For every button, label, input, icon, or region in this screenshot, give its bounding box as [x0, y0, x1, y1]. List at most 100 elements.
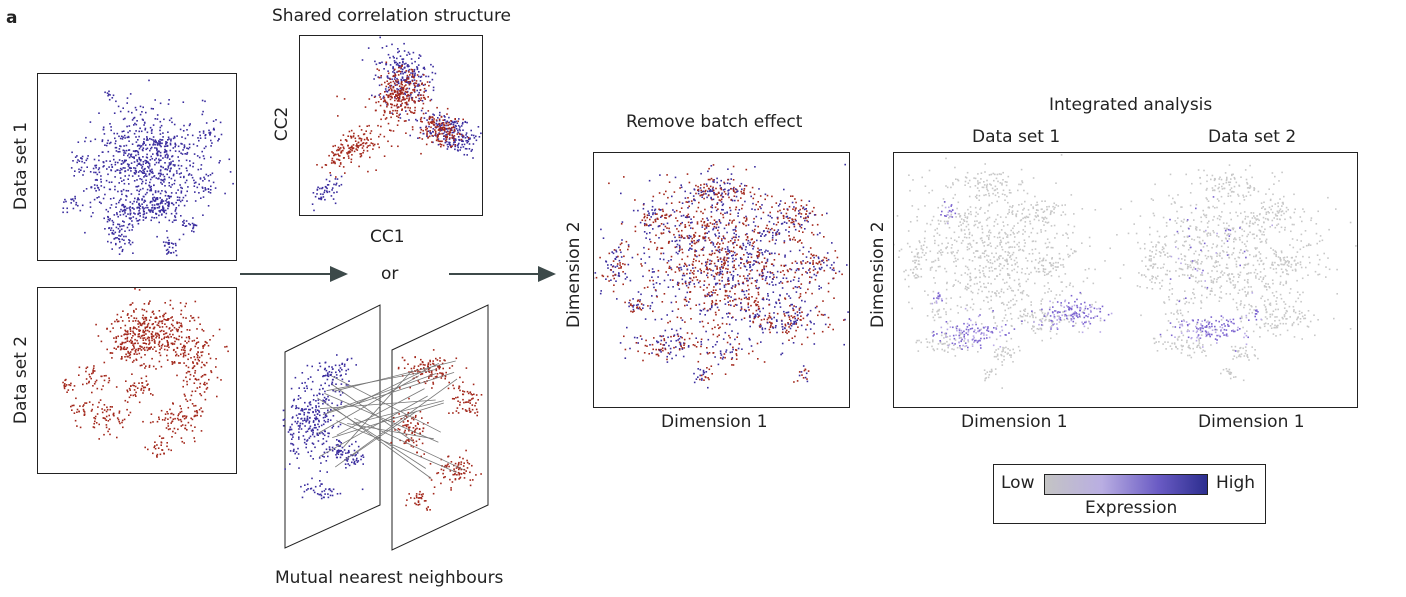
- cca-scatter: [311, 36, 482, 212]
- point-cluster: [932, 307, 1016, 350]
- point-cluster: [162, 230, 181, 257]
- legend-high: High: [1216, 473, 1256, 493]
- point-cluster: [193, 168, 217, 202]
- point-cluster: [1240, 195, 1306, 233]
- point-cluster: [594, 163, 849, 383]
- dataset2-scatter: [62, 288, 229, 458]
- panel-label: a: [6, 8, 18, 28]
- arrows: [240, 266, 556, 282]
- point-cluster: [405, 490, 435, 511]
- point-cluster: [282, 364, 347, 473]
- point-cluster: [109, 335, 146, 362]
- point-cluster: [1007, 200, 1075, 233]
- point-cluster: [390, 410, 429, 458]
- point-cluster: [637, 203, 668, 227]
- point-cluster: [138, 189, 188, 223]
- cca-plot: [299, 35, 483, 216]
- integrated-scatter: [894, 154, 1357, 389]
- expression-legend: Low High Expression: [993, 464, 1266, 524]
- integrated-plot: [893, 152, 1358, 408]
- point-cluster: [72, 361, 118, 403]
- integrated-ds1-title: Data set 1: [972, 127, 1061, 147]
- cca-ylabel: CC2: [272, 106, 292, 142]
- point-cluster: [1191, 164, 1276, 203]
- batch-title: Remove batch effect: [626, 112, 803, 132]
- integrated-ylabel: Dimension 2: [868, 221, 888, 328]
- legend-gradient: [1044, 474, 1208, 495]
- point-cluster: [361, 36, 437, 121]
- point-cluster: [983, 368, 1003, 389]
- point-cluster: [323, 439, 363, 465]
- point-cluster: [98, 190, 170, 225]
- legend-low: Low: [1001, 473, 1035, 493]
- point-cluster: [70, 397, 99, 422]
- point-cluster: [894, 154, 1122, 352]
- point-cluster: [142, 398, 204, 444]
- point-cluster: [748, 300, 846, 343]
- mnn-diagram: [282, 304, 489, 551]
- batch-ylabel: Dimension 2: [564, 221, 584, 328]
- cca-title: Shared correlation structure: [272, 6, 512, 26]
- point-cluster: [364, 61, 438, 126]
- mnn-plane: [391, 304, 489, 551]
- point-cluster: [904, 241, 928, 281]
- point-cluster: [70, 155, 101, 177]
- mnn-title: Mutual nearest neighbours: [275, 568, 504, 588]
- point-cluster: [931, 291, 943, 305]
- point-cluster: [76, 399, 132, 440]
- batch-xlabel: Dimension 1: [661, 412, 768, 432]
- point-cluster: [144, 437, 172, 458]
- point-cluster: [331, 95, 429, 178]
- point-cluster: [1169, 196, 1273, 303]
- dataset1-scatter: [62, 79, 234, 257]
- point-cluster: [679, 170, 773, 214]
- point-cluster: [95, 288, 221, 378]
- mnn-links: [317, 360, 465, 479]
- point-cluster: [1230, 345, 1259, 361]
- point-cluster: [316, 129, 376, 174]
- point-cluster: [62, 195, 84, 214]
- point-cluster: [1141, 241, 1169, 284]
- point-cluster: [945, 163, 1035, 210]
- point-cluster: [173, 316, 229, 417]
- point-cluster: [1037, 257, 1067, 276]
- point-cluster: [1021, 291, 1113, 334]
- point-cluster: [411, 107, 470, 148]
- point-cluster: [300, 477, 364, 500]
- point-cluster: [71, 79, 234, 244]
- point-cluster: [1116, 169, 1357, 340]
- or-label: or: [381, 264, 399, 284]
- point-cluster: [1272, 251, 1303, 276]
- point-cluster: [90, 184, 111, 199]
- point-cluster: [104, 90, 115, 101]
- point-cluster: [1153, 329, 1222, 359]
- integrated-title: Integrated analysis: [1049, 95, 1213, 115]
- point-cluster: [173, 215, 198, 236]
- point-cluster: [915, 326, 979, 357]
- point-cluster: [993, 346, 1021, 366]
- point-cluster: [339, 450, 365, 469]
- point-cluster: [762, 194, 828, 241]
- point-cluster: [198, 120, 223, 148]
- point-cluster: [1254, 309, 1262, 321]
- dataset2-label: Data set 2: [11, 335, 31, 425]
- point-cluster: [693, 367, 713, 389]
- point-cluster: [104, 210, 134, 255]
- point-cluster: [1159, 314, 1250, 352]
- point-cluster: [796, 365, 810, 383]
- point-cluster: [125, 373, 154, 404]
- cca-xlabel: CC1: [370, 227, 405, 247]
- point-cluster: [594, 237, 634, 304]
- dataset1-plot: [37, 73, 237, 261]
- integrated-ds2-title: Data set 2: [1208, 127, 1297, 147]
- legend-title: Expression: [1085, 498, 1178, 518]
- point-cluster: [753, 224, 781, 236]
- point-cluster: [926, 301, 959, 325]
- point-cluster: [62, 378, 76, 393]
- point-cluster: [798, 250, 848, 281]
- point-cluster: [311, 354, 357, 394]
- point-cluster: [697, 338, 754, 366]
- point-cluster: [628, 291, 658, 320]
- batch-scatter: [594, 163, 849, 389]
- batch-plot: [593, 152, 850, 408]
